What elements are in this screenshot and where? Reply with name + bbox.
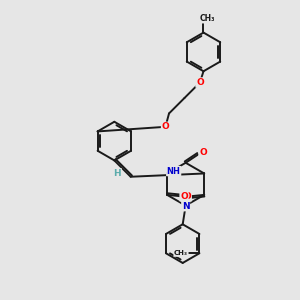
Text: CH₃: CH₃ <box>199 14 215 23</box>
Text: NH: NH <box>167 167 181 176</box>
Text: O: O <box>180 192 188 201</box>
Text: O: O <box>199 148 207 157</box>
Text: O: O <box>162 122 169 131</box>
Text: N: N <box>182 202 190 211</box>
Text: H: H <box>113 169 121 178</box>
Text: O: O <box>184 192 191 201</box>
Text: CH₃: CH₃ <box>174 250 188 256</box>
Text: O: O <box>196 78 204 87</box>
